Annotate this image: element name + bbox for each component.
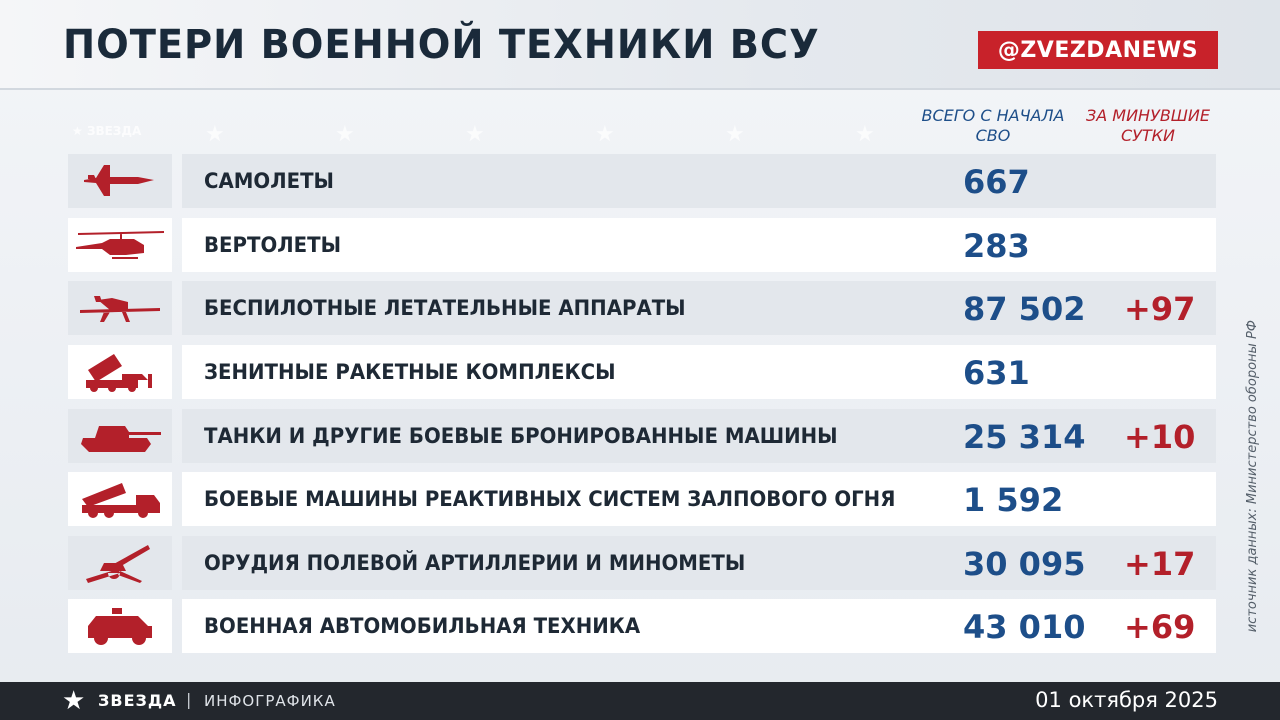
row-total: 43 010 [963,608,1086,646]
row-label: ОРУДИЯ ПОЛЕВОЙ АРТИЛЛЕРИИ И МИНОМЕТЫ [204,551,746,575]
table-row: САМОЛЕТЫ 667 [68,154,1218,208]
row-total: 667 [963,163,1030,201]
star-icon: ★ [725,122,745,147]
row-label: БЕСПИЛОТНЫЕ ЛЕТАТЕЛЬНЫЕ АППАРАТЫ [204,296,686,320]
decorative-stars: ★ ★ ★ ★ ★ ★ [0,118,900,148]
source-note: источник данных: Министерство обороны РФ [1245,320,1260,633]
footer: ★ ЗВЕЗДА | ИНФОГРАФИКА 01 октября 2025 [0,682,1280,720]
column-header-daily: ЗА МИНУВШИЕ СУТКИ [1085,106,1210,145]
column-header-total: ВСЕГО С НАЧАЛА СВО [921,106,1065,145]
star-icon: ★ [855,122,875,147]
tank-icon [68,409,172,463]
brand-badge[interactable]: @ZVEZDANEWS [978,31,1218,69]
footer-separator: | [186,690,192,709]
drone-icon [68,281,172,335]
row-label: БОЕВЫЕ МАШИНЫ РЕАКТИВНЫХ СИСТЕМ ЗАЛПОВОГ… [204,487,896,511]
rocket-launcher-icon [68,472,172,526]
row-label: ЗЕНИТНЫЕ РАКЕТНЫЕ КОМПЛЕКСЫ [204,360,616,384]
row-total: 1 592 [963,481,1064,519]
table-row: БОЕВЫЕ МАШИНЫ РЕАКТИВНЫХ СИСТЕМ ЗАЛПОВОГ… [68,472,1218,526]
military-vehicle-icon [68,599,172,653]
watermark-logo: ★ ЗВЕЗДА [72,124,142,138]
row-daily: +69 [1124,608,1196,646]
row-total: 631 [963,354,1030,392]
row-label: САМОЛЕТЫ [204,169,334,193]
helicopter-icon [68,218,172,272]
row-label: ВОЕННАЯ АВТОМОБИЛЬНАЯ ТЕХНИКА [204,614,641,638]
table-row: ЗЕНИТНЫЕ РАКЕТНЫЕ КОМПЛЕКСЫ 631 [68,345,1218,399]
row-daily: +17 [1124,545,1196,583]
table-row: ВЕРТОЛЕТЫ 283 [68,218,1218,272]
table-row: БЕСПИЛОТНЫЕ ЛЕТАТЕЛЬНЫЕ АППАРАТЫ 87 502 … [68,281,1218,335]
table-row: ВОЕННАЯ АВТОМОБИЛЬНАЯ ТЕХНИКА 43 010 +69 [68,599,1218,653]
row-total: 87 502 [963,290,1086,328]
page-title: ПОТЕРИ ВОЕННОЙ ТЕХНИКИ ВСУ [63,22,820,68]
star-logo-icon: ★ [62,686,86,716]
row-total: 25 314 [963,418,1086,456]
row-label: ТАНКИ И ДРУГИЕ БОЕВЫЕ БРОНИРОВАННЫЕ МАШИ… [204,424,838,448]
row-daily: +10 [1124,418,1196,456]
air-defense-icon [68,345,172,399]
star-icon: ★ [595,122,615,147]
footer-date: 01 октября 2025 [1035,688,1218,712]
star-icon: ★ [465,122,485,147]
row-label: ВЕРТОЛЕТЫ [204,233,342,257]
footer-section: ИНФОГРАФИКА [204,692,336,710]
table-row: ОРУДИЯ ПОЛЕВОЙ АРТИЛЛЕРИИ И МИНОМЕТЫ 30 … [68,536,1218,590]
aircraft-icon [68,154,172,208]
row-daily: +97 [1124,290,1196,328]
row-total: 283 [963,227,1030,265]
artillery-icon [68,536,172,590]
row-total: 30 095 [963,545,1086,583]
star-icon: ★ [335,122,355,147]
table-row: ТАНКИ И ДРУГИЕ БОЕВЫЕ БРОНИРОВАННЫЕ МАШИ… [68,409,1218,463]
header: ПОТЕРИ ВОЕННОЙ ТЕХНИКИ ВСУ @ZVEZDANEWS [0,0,1280,90]
footer-brand[interactable]: ЗВЕЗДА [98,691,177,710]
star-icon: ★ [205,122,225,147]
